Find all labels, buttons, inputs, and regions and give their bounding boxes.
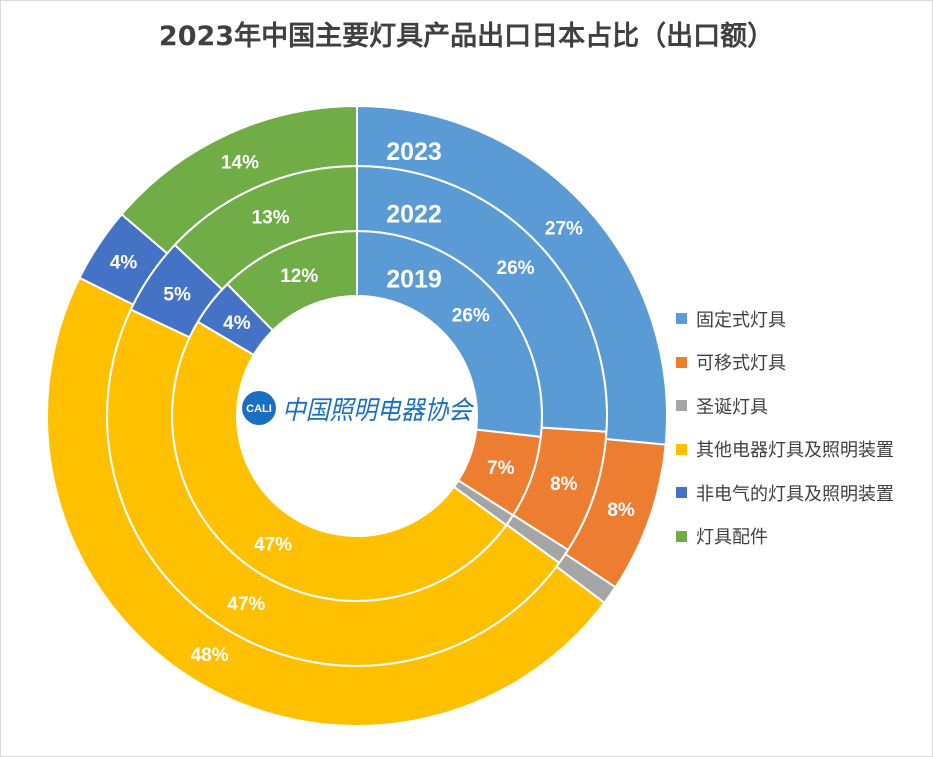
data-label-2023-fixed-lamps: 27%	[545, 218, 583, 239]
logo-mark: CALI	[246, 403, 272, 415]
legend-swatch	[676, 313, 687, 325]
data-label-2023-lamp-parts: 14%	[221, 153, 259, 174]
legend-item-other-electric-lamps: 其他电器灯具及照明装置	[676, 428, 928, 472]
legend-label: 其他电器灯具及照明装置	[696, 440, 894, 462]
ring-label-2023: 2023	[386, 138, 442, 166]
data-label-2022-fixed-lamps: 26%	[497, 258, 535, 279]
slice-2023-other-electric-lamps	[46, 276, 606, 727]
ring-label-2019: 2019	[386, 266, 442, 294]
legend-item-lamp-parts: 灯具配件	[676, 515, 928, 559]
data-label-2022-lamp-parts: 13%	[252, 207, 290, 228]
legend-label: 固定式灯具	[696, 309, 786, 331]
legend-item-fixed-lamps: 固定式灯具	[676, 297, 928, 341]
logo-text: 中国照明电器协会	[282, 396, 475, 426]
data-labels-group: 26% 7% 47% 4% 12% 26% 8% 47% 5% 13% 27% 8% 48% 4% 14%	[110, 153, 635, 666]
legend-item-non-electric-lamps: 非电气的灯具及照明装置	[676, 471, 928, 515]
legend-swatch	[676, 530, 687, 542]
logo-emblem-icon	[242, 391, 276, 425]
data-label-2023-other-electric-lamps: 48%	[191, 645, 229, 666]
chart-title: 2023年中国主要灯具产品出口日本占比（出口额）	[158, 21, 775, 52]
data-label-2022-portable-lamps: 8%	[550, 474, 578, 495]
legend-swatch	[676, 400, 687, 412]
data-label-2022-non-electric-lamps: 5%	[163, 285, 191, 306]
data-label-2019-non-electric-lamps: 4%	[223, 313, 251, 334]
legend-item-christmas-lamps: 圣诞灯具	[676, 384, 928, 428]
cali-logo: CALI 中国照明电器协会	[242, 391, 475, 426]
legend-item-portable-lamps: 可移式灯具	[676, 341, 928, 385]
legend-swatch	[676, 443, 687, 455]
legend-label: 圣诞灯具	[696, 396, 768, 418]
slices-group	[46, 104, 669, 727]
data-label-2023-non-electric-lamps: 4%	[110, 252, 138, 273]
legend-swatch	[676, 487, 687, 499]
data-label-2019-fixed-lamps: 26%	[452, 305, 490, 326]
legend-label: 非电气的灯具及照明装置	[696, 483, 894, 505]
ring-label-2022: 2022	[386, 201, 442, 229]
data-label-2019-portable-lamps: 7%	[487, 458, 515, 479]
legend-label: 灯具配件	[696, 527, 768, 549]
data-label-2022-other-electric-lamps: 47%	[227, 594, 265, 615]
data-label-2019-lamp-parts: 12%	[280, 266, 318, 287]
data-label-2019-other-electric-lamps: 47%	[254, 534, 292, 555]
legend-swatch	[676, 356, 687, 368]
legend-label: 可移式灯具	[696, 353, 786, 375]
slice-2023-lamp-parts	[120, 104, 358, 255]
data-label-2023-portable-lamps: 8%	[607, 500, 635, 521]
ring-year-labels-group: 2019 2022 2023	[386, 138, 442, 294]
chart-legend: 固定式灯具 可移式灯具 圣诞灯具 其他电器灯具及照明装置 非电气的灯具及照明装置…	[676, 297, 928, 558]
